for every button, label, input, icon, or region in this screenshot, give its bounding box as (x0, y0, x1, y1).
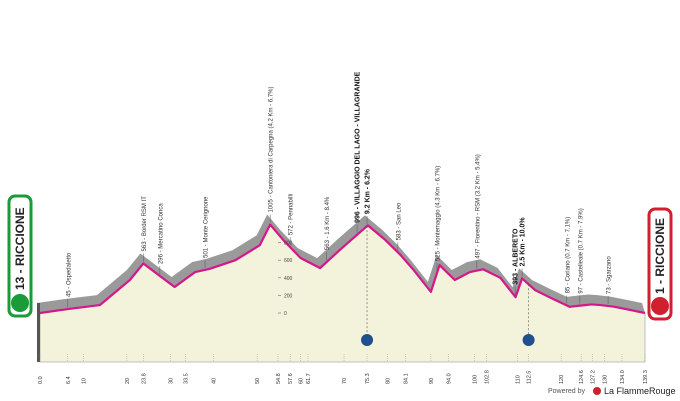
finish-label: 1 - RICCIONE (653, 218, 667, 294)
x-tick-label: 94.0 (446, 373, 452, 384)
x-tick-label: 60 (299, 378, 305, 384)
x-tick-label: 33.5 (183, 373, 189, 384)
climb-label: 525 - Montemaggio (4.3 Km - 6.7%) (435, 166, 441, 261)
climb-label: 85 - Coriano (0.7 Km - 7.1%) (565, 217, 571, 294)
x-tick-label: 30 (168, 378, 174, 384)
finish-badge (647, 207, 673, 321)
x-tick-label: 57.6 (288, 373, 294, 384)
x-tick-label: 124.6 (579, 370, 585, 384)
climb-label: 996 - VILLAGGIO DEL LAGO - VILLAGRANDE (355, 71, 362, 222)
climb-label: 2.5 Km - 10.0% (520, 217, 527, 267)
profile-line (39, 223, 646, 315)
x-tick-label: 70 (342, 378, 348, 384)
climb-label: 497 - Fiorentino - RSM (3.2 Km - 5.4%) (475, 154, 481, 258)
y-tick-label: 800 (284, 241, 293, 247)
climb-label: 563 - Border RSM IT (142, 196, 148, 252)
x-tick-label: 54.8 (276, 373, 282, 384)
kom-marker (361, 334, 374, 346)
x-tick-label: 127.2 (590, 370, 596, 384)
x-tick-label: 134.0 (620, 370, 626, 384)
climb-label: 563 - 1.6 Km - 8.4% (325, 196, 331, 250)
climb-label: 73 - Sgarzano (607, 256, 613, 294)
start-badge (7, 194, 33, 318)
powered-by: Powered by (548, 388, 585, 395)
x-tick-label: 90 (429, 378, 435, 384)
x-tick-label: 20 (125, 378, 131, 384)
x-tick-label: 112.5 (527, 371, 533, 384)
x-tick-label: 75.3 (365, 373, 371, 384)
finish-icon (651, 297, 669, 315)
y-tick-label: 0 (284, 311, 287, 317)
x-tick-label: 0.0 (38, 376, 44, 384)
y-tick-label: 600 (284, 258, 293, 264)
y-tick-label: 200 (284, 293, 293, 299)
x-tick-label: 130 (603, 375, 609, 384)
x-tick-label: 6.4 (66, 376, 72, 384)
x-tick-label: 110 (516, 375, 522, 384)
climb-label: 393 - ALBERETO (513, 228, 520, 285)
brand: La FlammeRouge (604, 386, 676, 396)
climb-label: 583 - San Leo (396, 202, 402, 240)
x-tick-label: 61.7 (306, 373, 312, 384)
kom-marker (522, 334, 535, 346)
climb-label: 1005 - Cantoniera di Carpegna (4.2 Km - … (269, 86, 275, 212)
x-tick-label: 23.8 (141, 373, 147, 384)
start-wall (37, 303, 40, 362)
x-tick-label: 102.8 (484, 370, 490, 384)
x-tick-label: 139.3 (643, 370, 649, 384)
climb-label: 296 - Mercatino Conca (158, 203, 164, 264)
x-tick-label: 40 (212, 378, 218, 384)
start-label: 13 - RICCIONE (13, 207, 27, 290)
x-tick-label: 100 (472, 375, 478, 384)
climb-label: 45 - Ospedaletto (66, 252, 72, 297)
x-tick-label: 120 (559, 375, 565, 384)
climb-label: 501 - Monte Cerignone (204, 196, 210, 258)
brand-icon (593, 387, 601, 395)
climb-label: 9.2 Km - 6.2% (365, 168, 372, 214)
x-tick-label: 50 (255, 378, 261, 384)
y-tick-label: 400 (284, 276, 293, 282)
x-tick-label: 84.1 (403, 373, 409, 384)
x-tick-label: 10 (81, 378, 87, 384)
climb-label: 97 - Castelleale (0.7 Km - 7.9%) (578, 208, 584, 293)
climb-label: 572 - Pennabilli (289, 194, 295, 235)
start-icon (11, 294, 29, 312)
x-tick-label: 80 (385, 378, 391, 384)
